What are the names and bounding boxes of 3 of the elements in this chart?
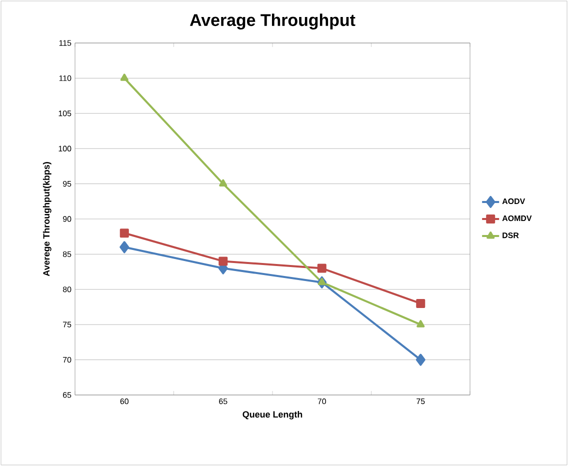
x-axis-title: Queue Length xyxy=(242,410,302,420)
y-axis-title: Averege Throughput(kbps) xyxy=(42,162,52,276)
chart-title: Average Throughput xyxy=(190,14,356,30)
